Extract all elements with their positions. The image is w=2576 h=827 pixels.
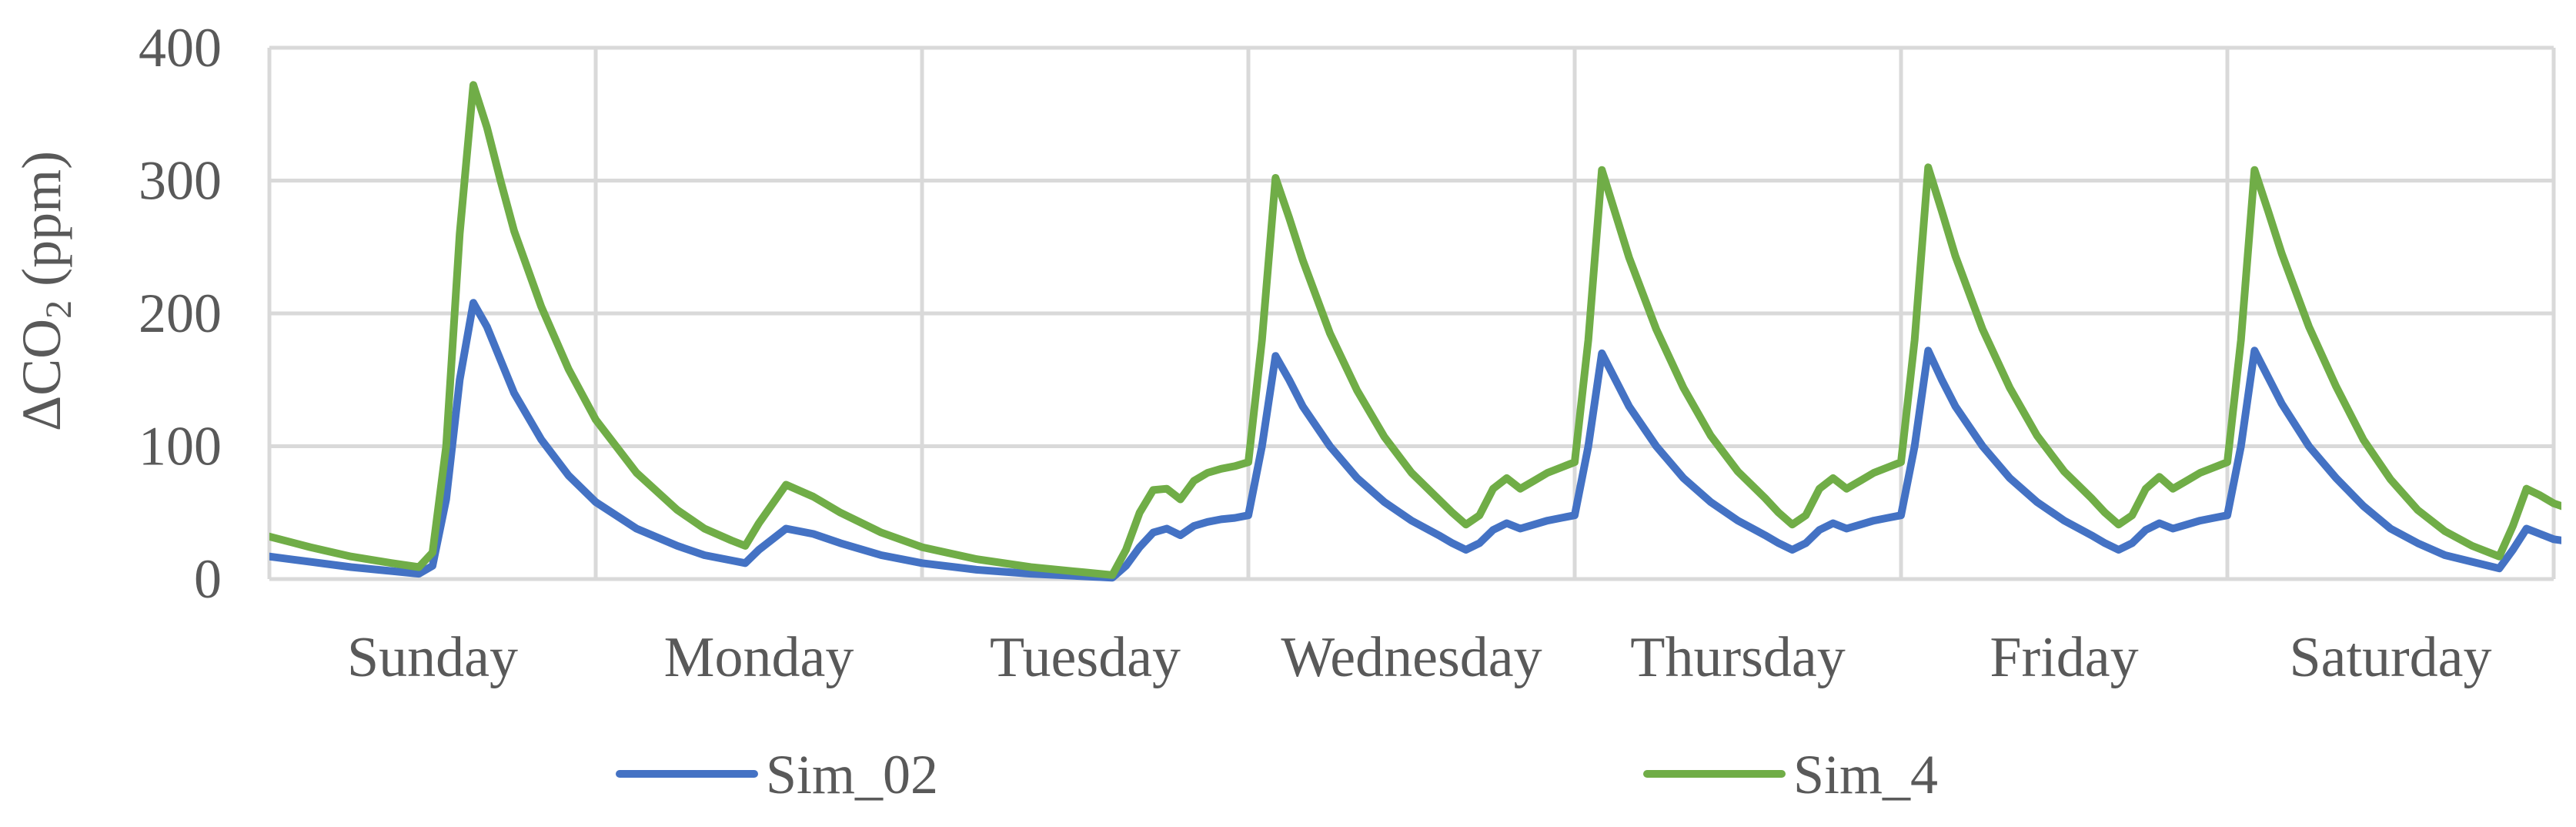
- y-tick-label-400: 400: [139, 17, 222, 79]
- legend-label-sim-4: Sim_4: [1793, 744, 1938, 805]
- legend: Sim_02 Sim_4: [616, 744, 1938, 805]
- series-line-sim-4: [269, 81, 2561, 579]
- y-axis-title-main: ΔCO: [11, 319, 72, 431]
- series-lines: [269, 81, 2561, 582]
- gridlines: [267, 45, 2556, 581]
- y-tick-label-0: 0: [194, 548, 222, 610]
- y-axis-ticks: 0 100 200 300 400: [139, 17, 222, 610]
- y-tick-label-100: 100: [139, 416, 222, 477]
- x-category-label-friday: Friday: [1990, 626, 2138, 689]
- series-line-sim-02: [269, 299, 2561, 582]
- x-axis-categories: Sunday Monday Tuesday Wednesday Thursday Frid…: [347, 626, 2492, 689]
- y-axis-title-subscript: 2: [38, 300, 79, 319]
- x-category-label-sunday: Sunday: [347, 626, 518, 689]
- x-category-label-tuesday: Tuesday: [990, 626, 1181, 689]
- y-axis-title: ΔCO2 (ppm): [11, 151, 79, 431]
- x-category-label-thursday: Thursday: [1630, 626, 1846, 689]
- y-tick-label-200: 200: [139, 283, 222, 344]
- y-tick-label-300: 300: [139, 150, 222, 212]
- legend-label-sim-02: Sim_02: [766, 744, 938, 805]
- x-category-label-saturday: Saturday: [2289, 626, 2491, 689]
- y-axis-title-unit: (ppm): [11, 151, 72, 300]
- x-category-label-wednesday: Wednesday: [1281, 626, 1542, 689]
- x-category-label-monday: Monday: [664, 626, 854, 689]
